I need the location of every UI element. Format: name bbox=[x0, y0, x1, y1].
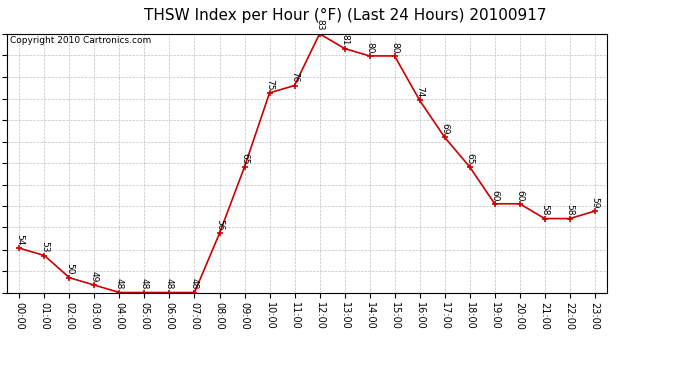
Text: 48: 48 bbox=[115, 278, 124, 290]
Text: 65: 65 bbox=[240, 153, 249, 164]
Text: 80: 80 bbox=[365, 42, 374, 53]
Text: 59: 59 bbox=[590, 197, 599, 208]
Text: 53: 53 bbox=[40, 241, 49, 253]
Text: 58: 58 bbox=[565, 204, 574, 216]
Text: 56: 56 bbox=[215, 219, 224, 231]
Text: 81: 81 bbox=[340, 34, 349, 46]
Text: 48: 48 bbox=[165, 278, 174, 290]
Text: 83: 83 bbox=[315, 20, 324, 31]
Text: 74: 74 bbox=[415, 86, 424, 98]
Text: 48: 48 bbox=[190, 278, 199, 290]
Text: 65: 65 bbox=[465, 153, 474, 164]
Text: 76: 76 bbox=[290, 71, 299, 83]
Text: 54: 54 bbox=[15, 234, 24, 245]
Text: 80: 80 bbox=[390, 42, 399, 53]
Text: 49: 49 bbox=[90, 271, 99, 282]
Text: 50: 50 bbox=[65, 263, 74, 275]
Text: 60: 60 bbox=[490, 189, 499, 201]
Text: 60: 60 bbox=[515, 189, 524, 201]
Text: Copyright 2010 Cartronics.com: Copyright 2010 Cartronics.com bbox=[10, 36, 151, 45]
Text: 75: 75 bbox=[265, 79, 274, 90]
Text: 69: 69 bbox=[440, 123, 449, 135]
Text: 48: 48 bbox=[140, 278, 149, 290]
Text: THSW Index per Hour (°F) (Last 24 Hours) 20100917: THSW Index per Hour (°F) (Last 24 Hours)… bbox=[144, 8, 546, 22]
Text: 58: 58 bbox=[540, 204, 549, 216]
